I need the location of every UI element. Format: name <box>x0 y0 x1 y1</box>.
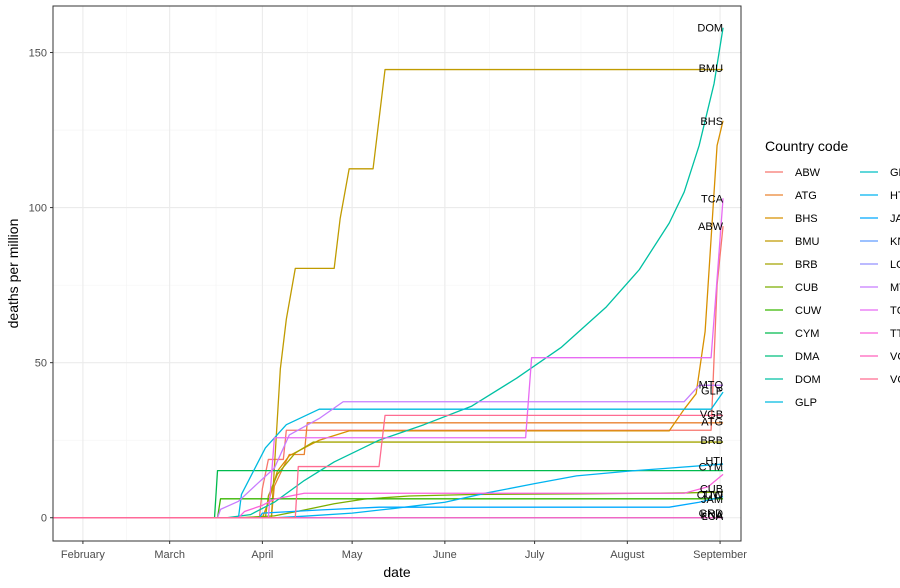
end-label-glp: GLP <box>701 386 723 398</box>
y-tick-label: 50 <box>35 358 47 370</box>
legend-label-lca: LCA <box>890 259 900 271</box>
x-tick-label: September <box>693 549 747 561</box>
x-tick-label: June <box>433 549 457 561</box>
series-line-mtq <box>53 384 724 519</box>
legend-label-cym: CYM <box>795 328 819 340</box>
plot-panel <box>53 6 741 541</box>
minor-grid <box>53 6 741 541</box>
series-line-glp <box>53 391 724 519</box>
legend-label-dma: DMA <box>795 351 820 363</box>
series-line-tto <box>53 473 724 519</box>
y-tick-label: 150 <box>29 48 47 60</box>
end-label-hti: HTI <box>705 455 723 467</box>
legend-label-atg: ATG <box>795 190 817 202</box>
series-line-tca <box>53 198 724 519</box>
end-label-cuw: CUW <box>697 489 724 501</box>
series-line-dom <box>53 27 724 519</box>
x-tick-label: February <box>61 549 106 561</box>
end-label-tto: TTO <box>701 489 723 501</box>
end-label-vgb: VGB <box>700 409 723 421</box>
legend-label-vgb: VGB <box>890 374 900 386</box>
legend-label-grd: GRD <box>890 167 900 179</box>
end-label-grd: GRD <box>699 508 724 520</box>
legend-label-cuw: CUW <box>795 305 822 317</box>
series-line-vgb <box>53 414 724 519</box>
legend: Country code ABW ATG BHS BMU BRB CUB CUW CYM DMA… <box>765 138 900 409</box>
x-tick-label: March <box>154 549 185 561</box>
legend-label-jam: JAM <box>890 213 900 225</box>
x-tick-label: August <box>610 549 644 561</box>
legend-label-bhs: BHS <box>795 213 818 225</box>
end-label-cym: CYM <box>699 462 723 474</box>
end-label-kna: KNA <box>700 510 723 522</box>
end-label-jam: JAM <box>701 494 723 506</box>
x-tick-label: April <box>251 549 273 561</box>
legend-label-mtq: MTQ <box>890 282 900 294</box>
legend-label-vct: VCT <box>890 351 900 363</box>
legend-label-cub: CUB <box>795 282 818 294</box>
legend-label-tca: TCA <box>890 305 900 317</box>
end-label-lca: LCA <box>702 511 724 523</box>
y-axis: 0 50 100 150 <box>29 48 53 525</box>
legend-label-abw: ABW <box>795 167 821 179</box>
series-lines <box>53 27 724 519</box>
x-axis: February March April May June July August Septe… <box>61 541 747 561</box>
y-tick-label: 100 <box>29 203 47 215</box>
end-label-bmu: BMU <box>699 63 724 75</box>
legend-label-dom: DOM <box>795 374 821 386</box>
legend-title: Country code <box>765 138 848 154</box>
legend-label-kna: KNA <box>890 236 900 248</box>
end-label-tca: TCA <box>701 193 724 205</box>
legend-label-bmu: BMU <box>795 236 820 248</box>
x-tick-label: July <box>525 549 545 561</box>
x-axis-title: date <box>383 564 410 580</box>
legend-label-glp: GLP <box>795 397 817 409</box>
x-tick-label: May <box>342 549 363 561</box>
y-tick-label: 0 <box>41 513 47 525</box>
legend-label-tto: TTO <box>890 328 900 340</box>
end-label-mtq: MTQ <box>699 379 724 391</box>
end-label-bhs: BHS <box>700 116 723 128</box>
end-label-abw: ABW <box>698 221 724 233</box>
legend-label-brb: BRB <box>795 259 818 271</box>
y-axis-title: deaths per million <box>5 219 21 329</box>
end-label-atg: ATG <box>701 417 723 429</box>
series-line-jam <box>53 496 724 519</box>
legend-label-hti: HTI <box>890 190 900 202</box>
series-line-hti <box>53 463 724 519</box>
end-label-cub: CUB <box>700 483 723 495</box>
series-line-bmu <box>53 68 724 519</box>
plot-border <box>52 5 742 542</box>
end-label-brb: BRB <box>700 435 723 447</box>
series-line-abw <box>53 226 724 519</box>
end-label-dom: DOM <box>697 23 723 35</box>
